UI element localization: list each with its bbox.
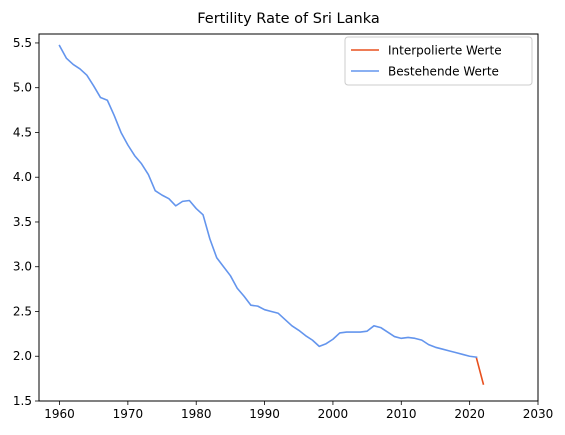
y-tick-label: 1.5 [13, 394, 32, 408]
y-tick-label: 3.0 [13, 260, 32, 274]
legend: Interpolierte Werte Bestehende Werte [345, 37, 532, 85]
legend-label: Bestehende Werte [388, 65, 499, 79]
y-tick-label: 2.0 [13, 349, 32, 363]
x-tick-label: 1990 [249, 407, 280, 421]
y-tick-label: 5.5 [13, 36, 32, 50]
x-tick-label: 1980 [181, 407, 212, 421]
x-tick-label: 2030 [523, 407, 554, 421]
y-tick-label: 3.5 [13, 215, 32, 229]
legend-label: Interpolierte Werte [388, 44, 502, 58]
y-tick-label: 2.5 [13, 304, 32, 318]
y-tick-label: 5.0 [13, 81, 32, 95]
y-tick-label: 4.5 [13, 125, 32, 139]
y-tick-label: 4.0 [13, 170, 32, 184]
chart-title: Fertility Rate of Sri Lanka [197, 11, 380, 27]
x-tick-label: 1960 [44, 407, 75, 421]
x-tick-label: 1970 [113, 407, 144, 421]
x-tick-label: 2000 [318, 407, 349, 421]
x-tick-label: 2010 [386, 407, 417, 421]
x-tick-label: 2020 [454, 407, 485, 421]
